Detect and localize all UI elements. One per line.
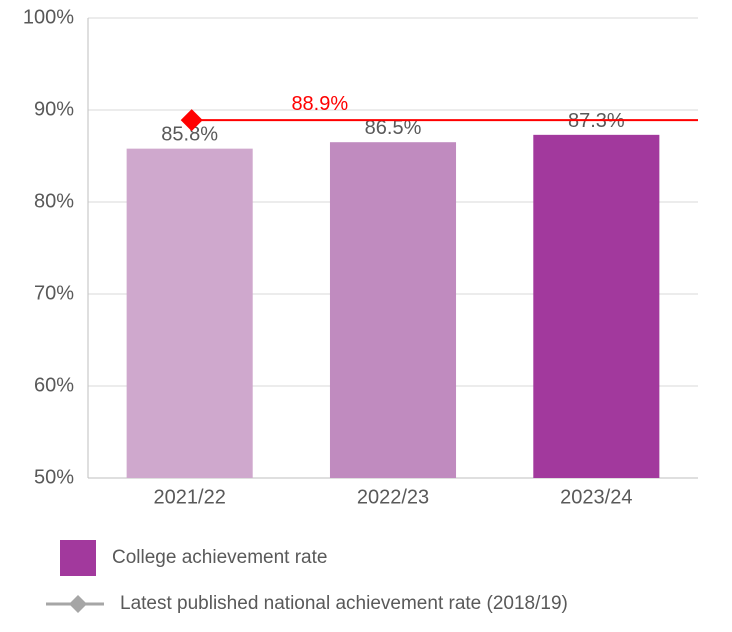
svg-text:100%: 100% xyxy=(23,6,74,28)
legend-label: Latest published national achievement ra… xyxy=(120,593,568,615)
legend-swatch xyxy=(60,540,96,576)
chart-plot: 50%60%70%80%90%100%85.8%2021/2286.5%2022… xyxy=(0,0,732,510)
achievement-rate-chart: 50%60%70%80%90%100%85.8%2021/2286.5%2022… xyxy=(0,0,732,632)
svg-text:80%: 80% xyxy=(34,190,74,212)
svg-text:2022/23: 2022/23 xyxy=(357,487,429,509)
svg-text:50%: 50% xyxy=(34,466,74,488)
legend-label: College achievement rate xyxy=(112,547,327,569)
svg-text:60%: 60% xyxy=(34,374,74,396)
legend-item-college-rate: College achievement rate xyxy=(60,540,327,576)
svg-text:90%: 90% xyxy=(34,98,74,120)
svg-text:70%: 70% xyxy=(34,282,74,304)
svg-text:2021/22: 2021/22 xyxy=(154,487,226,509)
svg-text:2023/24: 2023/24 xyxy=(560,487,632,509)
legend-item-national-rate: Latest published national achievement ra… xyxy=(44,592,568,616)
legend-diamond-line xyxy=(44,592,104,616)
svg-text:88.9%: 88.9% xyxy=(291,93,348,115)
